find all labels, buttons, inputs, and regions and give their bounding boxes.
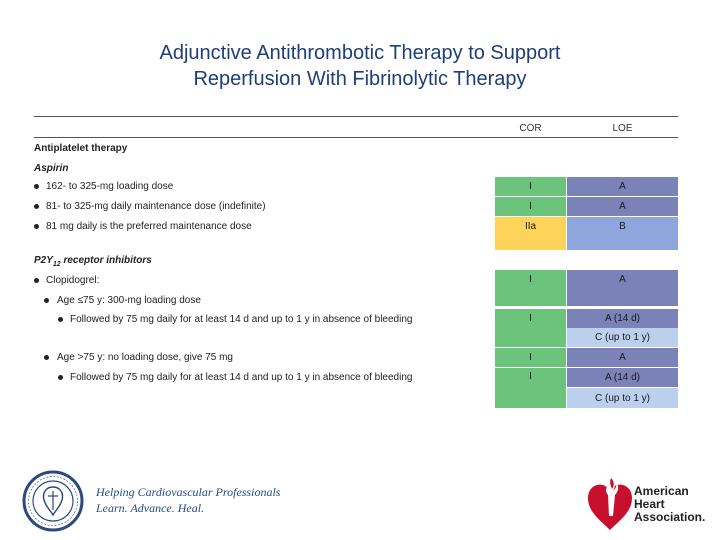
age-gt75-label: Age >75 y: no loading dose, give 75 mg [57,352,233,363]
aspirin-item-1: 162- to 325-mg loading dose [46,181,174,192]
p2y12-heading-rest: receptor inhibitors [60,255,152,266]
loe-column-header: LOE [612,123,633,134]
clopidogrel-label: Clopidogrel: [46,275,100,286]
aha-name-line2: Heart [634,497,665,511]
bullet-icon [34,278,39,283]
cor-cell-r2: I [495,197,566,216]
table-top-rule [34,116,678,117]
aspirin-item-2: 81- to 325-mg daily maintenance dose (in… [46,201,266,212]
bullet-icon [44,355,49,360]
loe-cell-r2: A [567,197,678,216]
p2y12-heading-sub: 12 [52,261,61,268]
cor-cell-r6: I [495,348,566,367]
bullet-icon [44,298,49,303]
aspirin-heading: Aspirin [34,163,69,174]
slide-title: Adjunctive Antithrombotic Therapy to Sup… [0,40,720,92]
cor-cell-r5: I [495,309,566,347]
loe-cell-r7b: C (up to 1 y) [567,388,678,408]
acc-tagline-1: Helping Cardiovascular Professionals [96,485,281,499]
aspirin-item-3: 81 mg daily is the preferred maintenance… [46,221,252,232]
loe-cell-r7a: A (14 d) [567,368,678,387]
slide-title-line1: Adjunctive Antithrombotic Therapy to Sup… [159,42,561,64]
aha-name-line3: Association. [634,510,706,524]
loe-cell-r5a: A (14 d) [567,309,678,328]
bullet-icon [34,224,39,229]
cor-cell-r1: I [495,177,566,196]
loe-cell-r5b: C (up to 1 y) [567,328,678,347]
table-header-rule [34,137,678,138]
loe-cell-r4: A [567,270,678,306]
slide-title-line2: Reperfusion With Fibrinolytic Therapy [193,68,527,90]
cor-cell-r4: I [495,270,566,306]
p2y12-heading: P2Y12 receptor inhibitors [34,255,152,271]
loe-cell-r1: A [567,177,678,196]
bullet-icon [58,317,63,322]
p2y12-heading-main: P2Y [34,255,53,266]
aha-heart-torch-icon [588,478,632,530]
bullet-icon [34,204,39,209]
loe-cell-r6: A [567,348,678,367]
cor-column-header: COR [519,123,542,134]
acc-seal-logo [22,470,84,532]
followed-by-1: Followed by 75 mg daily for at least 14 … [70,314,413,325]
aha-name-line1: American [634,484,689,498]
age-le75-label: Age ≤75 y: 300-mg loading dose [57,295,201,306]
followed-by-2: Followed by 75 mg daily for at least 14 … [70,372,413,383]
bullet-icon [34,184,39,189]
bullet-icon [58,375,63,380]
cor-cell-r3: IIa [495,217,566,250]
section-antiplatelet: Antiplatelet therapy [34,143,128,154]
cor-cell-r7: I [495,368,566,408]
acc-tagline-2: Learn. Advance. Heal. [96,501,205,515]
loe-cell-r3: B [567,217,678,250]
